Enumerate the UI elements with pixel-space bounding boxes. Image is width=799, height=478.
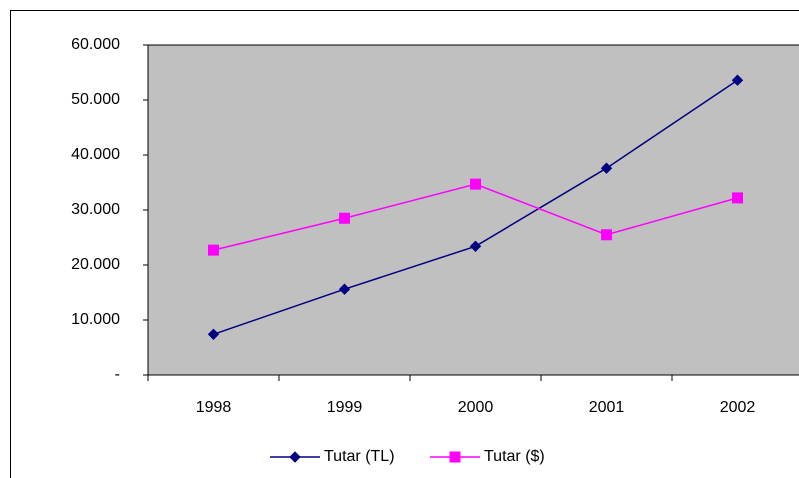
y-tick-label: 10.000 bbox=[71, 311, 120, 328]
data-point bbox=[732, 192, 743, 204]
data-point bbox=[601, 229, 612, 241]
x-tick-label: 1999 bbox=[327, 399, 363, 416]
x-tick-label: 1998 bbox=[196, 399, 232, 416]
legend-label: Tutar ($) bbox=[484, 448, 545, 465]
y-tick-label: 50.000 bbox=[71, 91, 120, 108]
plot-area bbox=[147, 44, 799, 376]
data-point bbox=[207, 328, 220, 341]
legend-marker bbox=[289, 451, 301, 463]
y-tick-label: 20.000 bbox=[71, 256, 120, 273]
y-tick-label: - bbox=[115, 366, 120, 383]
data-point bbox=[208, 244, 219, 256]
legend-label: Tutar (TL) bbox=[324, 448, 395, 465]
data-point bbox=[600, 162, 613, 174]
x-tick-label: 2002 bbox=[720, 399, 756, 416]
x-tick-label: 2001 bbox=[589, 399, 625, 416]
y-tick-label: 40.000 bbox=[71, 146, 120, 163]
y-tick-label: 60.000 bbox=[71, 36, 120, 53]
data-point bbox=[470, 178, 481, 190]
x-tick-label: 2000 bbox=[458, 399, 494, 416]
y-tick-label: 30.000 bbox=[71, 201, 120, 218]
legend-marker bbox=[449, 451, 461, 463]
data-point bbox=[339, 212, 350, 224]
data-point bbox=[338, 283, 351, 295]
data-point bbox=[469, 240, 482, 253]
data-point bbox=[731, 74, 744, 86]
